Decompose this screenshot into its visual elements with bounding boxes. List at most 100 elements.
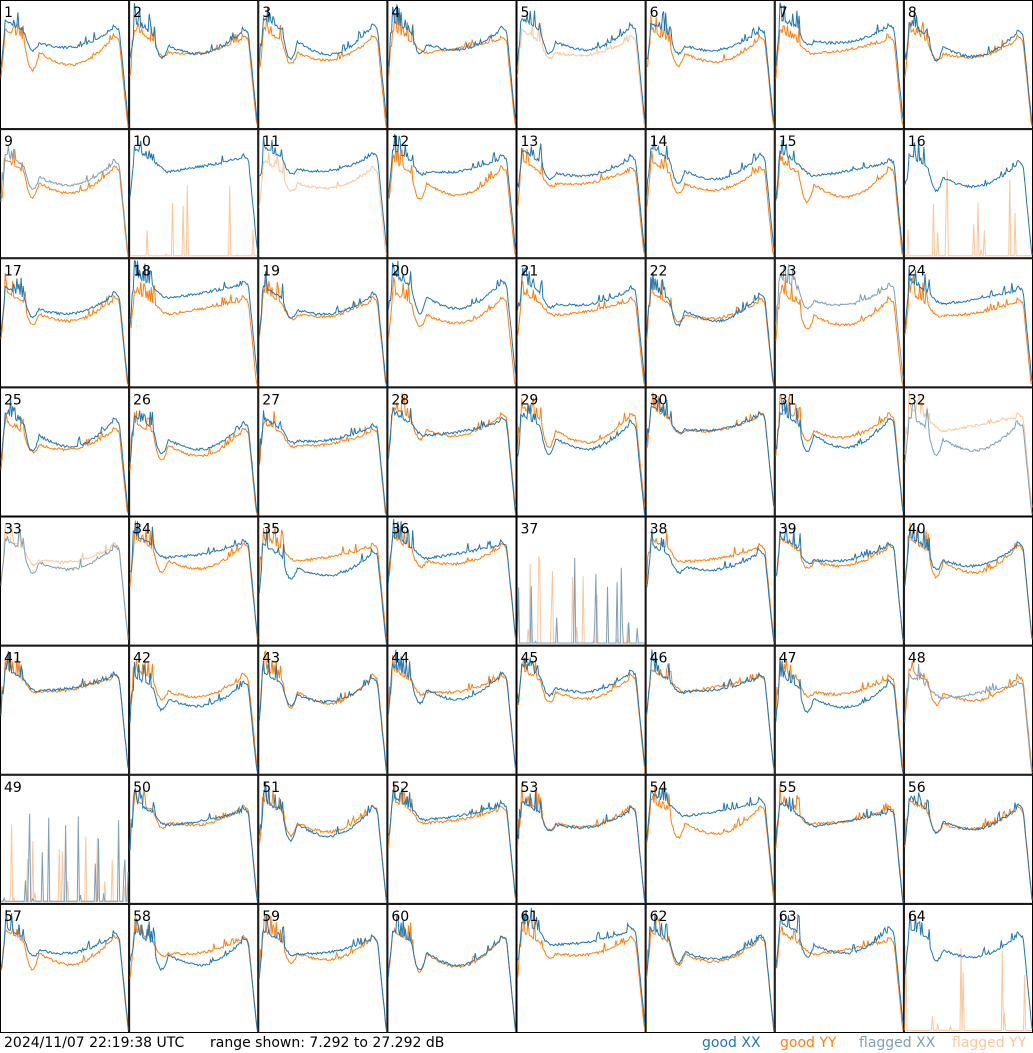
trace-yy-good [904,661,1033,770]
trace-yy-good [129,22,258,126]
panel-41: 41 [0,645,130,775]
trace-yy-good [129,659,258,770]
panel-frame [0,516,130,646]
panel-frame [774,774,904,904]
trace-xx-good [129,140,258,249]
trace-yy-good [258,788,387,902]
panel-frame [258,516,388,646]
panel-50: 50 [129,774,259,904]
panel-53: 53 [516,774,646,904]
trace-yy-good [775,926,904,1031]
trace-xx-good [646,528,775,642]
trace-xx-good [517,404,646,515]
panel-label: 53 [521,780,539,796]
panel-frame [258,387,388,517]
panel-label: 5 [521,5,530,21]
panel-frame [258,774,388,904]
timestamp: 2024/11/07 22:19:38 UTC [4,1035,185,1051]
panel-26: 26 [129,387,259,517]
trace-yy-good [258,276,387,385]
range-text: range shown: 7.292 to 27.292 dB [210,1035,445,1051]
trace-xx-good [904,911,1033,1029]
panel-label: 59 [262,909,280,925]
trace-xx-good [0,396,129,514]
trace-yy-good [388,526,516,640]
trace-yy-good [387,783,516,900]
panel-56: 56 [903,774,1033,904]
trace-xx-good [775,796,904,903]
panel-22: 22 [645,258,775,388]
panel-frame [516,516,646,646]
panel-label: 31 [779,392,797,408]
panel-label: 63 [779,909,797,925]
panel-label: 13 [521,134,539,150]
panel-label: 18 [133,263,151,279]
panel-label: 16 [908,134,926,150]
panel-16: 16 [903,129,1033,259]
trace-yy-good [775,657,904,771]
panel-frame [516,645,646,775]
panel-label: 38 [650,522,668,538]
panel-label: 35 [262,522,280,538]
panel-label: 28 [391,392,409,408]
trace-xx-good [904,526,1033,639]
trace-yy-good [387,145,516,256]
panel-label: 61 [521,909,539,925]
panel-frame [387,387,517,517]
panel-frame [258,258,388,388]
trace-yy-good [387,277,516,386]
panel-13: 13 [516,129,646,259]
panel-label: 19 [262,263,280,279]
panel-33: 33 [0,516,130,646]
panel-5: 5 [516,0,646,130]
panel-frame [129,258,259,388]
panel-frame [645,774,775,904]
trace-xx-good [646,11,775,124]
panel-frame [645,645,775,775]
panel-label: 37 [521,522,539,538]
panel-label: 2 [133,5,142,21]
panel-frame [387,774,517,904]
panel-label: 25 [4,392,22,408]
trace-yy-good [129,282,258,386]
panel-label: 36 [391,522,409,538]
panel-14: 14 [645,129,775,259]
trace-xx-good [646,784,775,894]
panel-label: 48 [908,651,926,667]
trace-yy-good [775,784,904,901]
panel-29: 29 [516,387,646,517]
trace-yy-good [646,15,775,127]
panel-11: 11 [258,129,388,259]
panel-frame [129,645,259,775]
panel-frame [387,258,517,388]
trace-xx-good [775,913,904,1023]
panel-label: 32 [908,392,926,408]
trace-yy-good [646,392,775,508]
trace-xx-flagged [904,664,1033,774]
panel-21: 21 [516,258,646,388]
panel-label: 52 [391,780,409,796]
panel-25: 25 [0,387,130,517]
trace-yy-good [387,922,516,1032]
panel-frame [516,774,646,904]
panel-label: 46 [650,651,668,667]
panel-label: 1 [4,5,13,21]
trace-xx-good [517,143,646,252]
panel-label: 15 [779,134,797,150]
panel-label: 27 [262,392,280,408]
trace-yy-good [517,397,646,508]
trace-xx-good [258,529,387,644]
panel-frame [645,129,775,259]
trace-xx-good [646,649,775,768]
panel-label: 17 [4,263,22,279]
trace-yy-good [258,523,387,640]
panel-label: 21 [521,263,539,279]
panel-frame [516,387,646,517]
trace-xx-flagged [1,813,129,902]
panel-frame [129,903,259,1033]
panel-frame [258,129,388,259]
panel-30: 30 [645,387,775,517]
panel-label: 26 [133,392,151,408]
trace-yy-flagged [517,556,645,644]
trace-xx-good [775,2,904,119]
